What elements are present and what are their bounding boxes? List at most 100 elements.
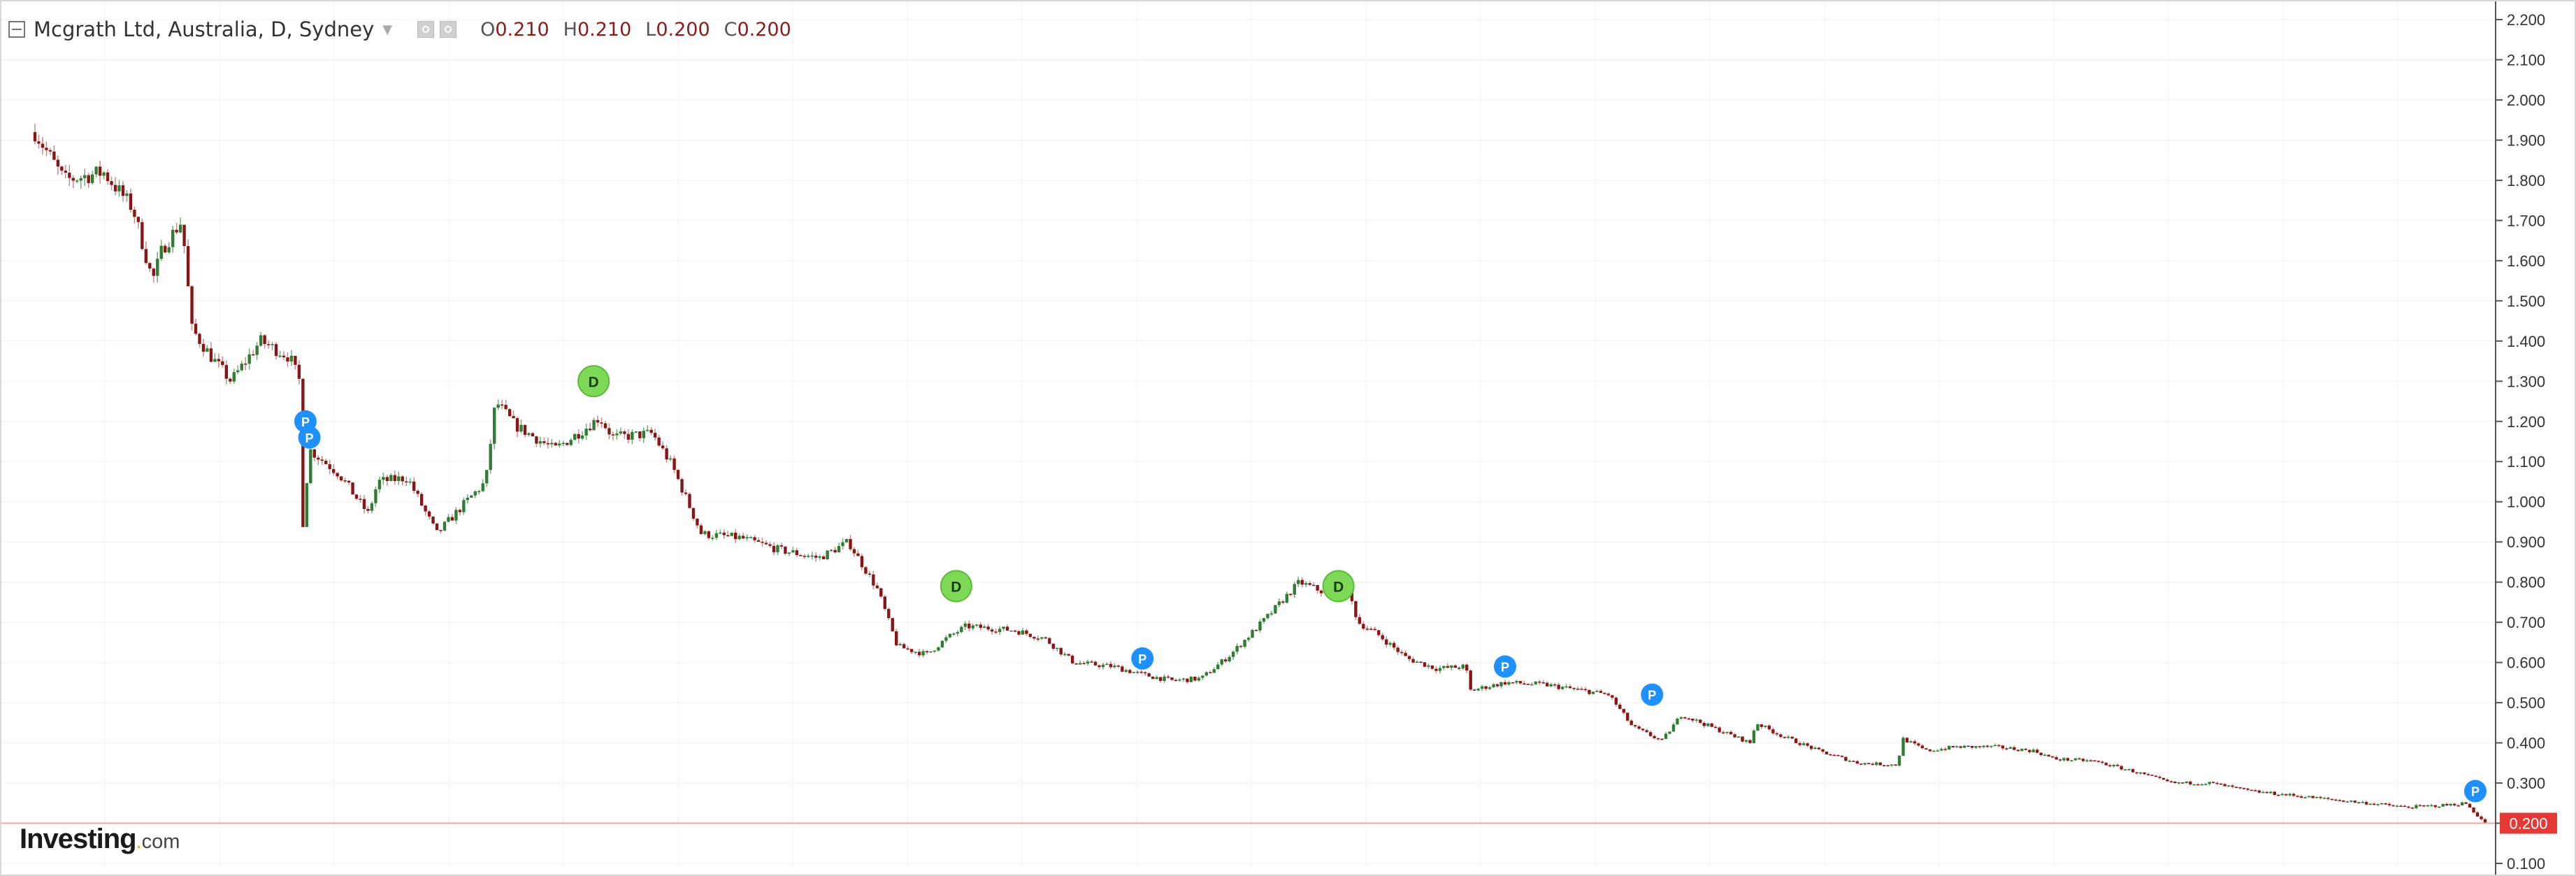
candle-down xyxy=(312,449,316,458)
symbol-title[interactable]: Mcgrath Ltd, Australia, D, Sydney xyxy=(34,17,375,41)
candle-up xyxy=(1530,684,1534,686)
candle-down xyxy=(2146,774,2150,775)
candle-down xyxy=(148,263,152,269)
candle-up xyxy=(2380,803,2384,805)
candle-down xyxy=(1423,662,1427,667)
candle-up xyxy=(462,500,466,512)
candle-down xyxy=(144,249,148,264)
candle-up xyxy=(1752,731,1756,743)
candle-up xyxy=(2200,784,2203,786)
candle-up xyxy=(1181,678,1186,680)
candle-up xyxy=(309,449,312,484)
candle-down xyxy=(1653,735,1656,738)
candle-down xyxy=(799,555,803,557)
candle-down xyxy=(2055,757,2058,760)
candle-down xyxy=(458,510,462,512)
candle-down xyxy=(1656,738,1660,740)
candle-down xyxy=(515,418,519,432)
candle-down xyxy=(244,364,247,365)
candle-down xyxy=(2181,782,2185,784)
candle-up xyxy=(2073,758,2078,761)
candle-down xyxy=(696,518,699,526)
candle-up xyxy=(749,537,753,538)
candle-down xyxy=(1523,683,1526,684)
investing-logo[interactable]: Investing.com xyxy=(20,824,180,854)
candle-down xyxy=(1611,695,1614,698)
candle-down xyxy=(649,429,653,433)
candle-down xyxy=(198,333,201,344)
candle-down xyxy=(2131,769,2135,773)
candle-down xyxy=(1044,637,1048,639)
candle-up xyxy=(2357,802,2361,803)
candle-down xyxy=(1067,654,1070,656)
candle-down xyxy=(1392,642,1396,648)
candle-down xyxy=(1495,684,1499,687)
candle-down xyxy=(450,517,454,521)
candle-down xyxy=(1775,733,1779,735)
candle-up xyxy=(776,545,779,552)
candle-up xyxy=(714,533,719,538)
candle-down xyxy=(1453,665,1457,668)
candle-down xyxy=(1070,655,1074,663)
candle-up xyxy=(447,517,450,522)
candle-up xyxy=(466,497,470,501)
candle-down xyxy=(1718,727,1721,733)
candle-down xyxy=(1821,749,1825,752)
candle-down xyxy=(2342,800,2345,802)
candle-down xyxy=(98,166,102,176)
candle-down xyxy=(133,210,136,217)
candle-down xyxy=(1733,734,1736,738)
candle-up xyxy=(1277,601,1281,605)
candle-down xyxy=(1399,652,1404,654)
candle-up xyxy=(527,433,531,436)
candle-down xyxy=(672,458,676,471)
candle-up xyxy=(1764,725,1767,727)
candle-up xyxy=(631,431,634,440)
candle-down xyxy=(1446,666,1450,668)
candle-down xyxy=(317,457,320,460)
candle-down xyxy=(795,550,799,556)
candle-up xyxy=(94,166,98,175)
candle-down xyxy=(1959,746,1962,748)
candle-down xyxy=(141,222,144,250)
candle-down xyxy=(2254,790,2257,791)
candle-down xyxy=(1966,745,1970,747)
candle-down xyxy=(2215,782,2219,784)
price-axis[interactable]: 2.200 2.100 2.000 1.900 1.800 1.700 1.600 1.500… xyxy=(2495,0,2576,876)
candle-up xyxy=(933,650,937,652)
candle-up xyxy=(2307,796,2311,798)
eye-icon[interactable] xyxy=(440,21,457,38)
candle-up xyxy=(2185,781,2189,783)
candle-down xyxy=(1783,737,1786,738)
candle-down xyxy=(1825,752,1829,755)
candle-down xyxy=(419,494,424,506)
candle-down xyxy=(1970,745,1974,748)
chevron-down-icon[interactable]: ▼ xyxy=(382,22,393,37)
candle-down xyxy=(1699,719,1702,724)
candle-up xyxy=(1848,761,1852,762)
candle-down xyxy=(1289,594,1293,595)
candle-down xyxy=(726,535,730,536)
candle-down xyxy=(1622,709,1625,713)
candle-down xyxy=(1377,630,1381,636)
candle-up xyxy=(646,429,649,431)
candle-down xyxy=(814,555,818,558)
gear-icon[interactable] xyxy=(417,21,435,38)
candle-down xyxy=(707,531,711,538)
candle-up xyxy=(305,483,309,527)
candle-down xyxy=(1147,673,1151,677)
candle-down xyxy=(2189,781,2192,785)
candle-up xyxy=(1002,626,1005,629)
candle-up xyxy=(102,172,106,176)
candle-up xyxy=(971,625,974,629)
candle-up xyxy=(374,489,377,503)
candle-up xyxy=(2345,801,2350,803)
y-tick-label: 0.700 xyxy=(2507,614,2545,631)
candle-down xyxy=(891,618,894,632)
candle-down xyxy=(657,437,661,446)
candle-up xyxy=(2062,758,2066,761)
candle-down xyxy=(2081,759,2085,761)
collapse-icon[interactable] xyxy=(8,21,25,38)
candle-down xyxy=(1005,626,1009,631)
